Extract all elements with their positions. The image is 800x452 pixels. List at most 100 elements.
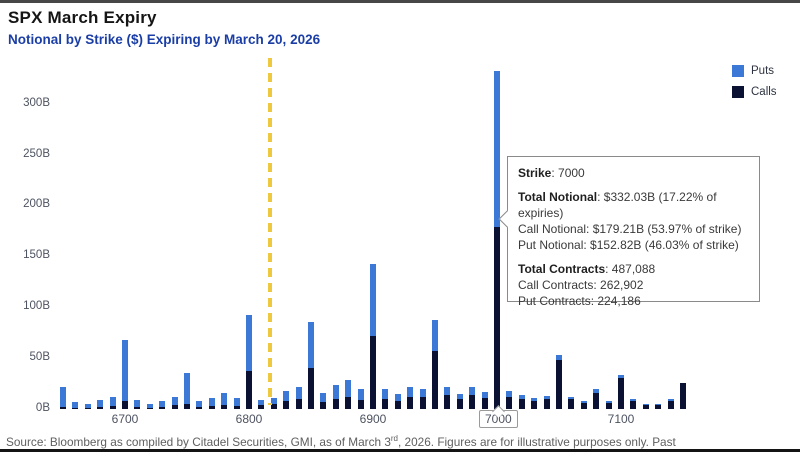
call-bar-6990[interactable] — [481, 397, 488, 409]
call-bar-7020[interactable] — [518, 398, 525, 409]
put-bar-6820[interactable] — [270, 397, 277, 404]
call-bar-6980[interactable] — [469, 394, 476, 409]
call-bar-6700[interactable] — [122, 400, 128, 409]
call-bar-6800[interactable] — [246, 371, 252, 409]
put-bar-6920[interactable] — [394, 393, 401, 401]
put-bar-7070[interactable] — [580, 400, 587, 403]
put-bar-7020[interactable] — [518, 394, 525, 399]
call-bar-6730[interactable] — [159, 406, 166, 409]
call-bar-7100[interactable] — [618, 378, 624, 409]
put-bar-7000[interactable] — [494, 71, 500, 227]
call-bar-7140[interactable] — [667, 400, 674, 409]
call-bar-6830[interactable] — [283, 400, 290, 409]
call-bar-7120[interactable] — [642, 404, 649, 409]
put-bar-7090[interactable] — [605, 400, 612, 403]
put-bar-6680[interactable] — [97, 399, 104, 407]
call-bar-7040[interactable] — [543, 398, 550, 409]
put-bar-6720[interactable] — [146, 403, 153, 408]
call-bar-6940[interactable] — [419, 396, 426, 409]
put-bar-6860[interactable] — [320, 392, 327, 402]
put-bar-6840[interactable] — [295, 386, 302, 399]
call-bar-6910[interactable] — [382, 398, 389, 409]
call-bar-6860[interactable] — [320, 401, 327, 409]
put-bar-6740[interactable] — [171, 396, 178, 405]
call-bar-6770[interactable] — [208, 405, 215, 409]
call-bar-7060[interactable] — [568, 398, 575, 409]
put-bar-6830[interactable] — [283, 390, 290, 401]
call-bar-6690[interactable] — [109, 405, 116, 409]
call-bar-7010[interactable] — [506, 396, 513, 409]
put-bar-6960[interactable] — [444, 386, 451, 395]
put-bar-6780[interactable] — [221, 392, 228, 405]
put-bar-6770[interactable] — [208, 397, 215, 406]
put-bar-6800[interactable] — [246, 315, 252, 372]
call-bar-7070[interactable] — [580, 402, 587, 409]
call-bar-7030[interactable] — [531, 400, 538, 409]
put-bar-6980[interactable] — [469, 386, 476, 395]
call-bar-6790[interactable] — [233, 405, 240, 409]
put-bar-6930[interactable] — [407, 386, 414, 397]
call-bar-6720[interactable] — [146, 407, 153, 409]
put-bar-6750[interactable] — [184, 373, 190, 404]
call-bar-7110[interactable] — [630, 400, 637, 409]
put-bar-6790[interactable] — [233, 397, 240, 406]
put-bar-6690[interactable] — [109, 396, 116, 406]
put-bar-6730[interactable] — [159, 400, 166, 407]
put-bar-6660[interactable] — [72, 401, 79, 408]
call-bar-6710[interactable] — [134, 406, 141, 409]
call-bar-6750[interactable] — [184, 403, 190, 409]
put-bar-6940[interactable] — [419, 388, 426, 397]
put-bar-7010[interactable] — [506, 390, 513, 397]
put-bar-7060[interactable] — [568, 396, 575, 399]
put-bar-6950[interactable] — [432, 320, 438, 351]
call-bar-7150[interactable] — [680, 382, 686, 409]
call-bar-6650[interactable] — [60, 406, 66, 409]
put-bar-7130[interactable] — [655, 403, 662, 405]
put-bar-6900[interactable] — [370, 264, 376, 336]
put-bar-6710[interactable] — [134, 399, 141, 407]
call-bar-6850[interactable] — [308, 368, 314, 409]
put-bar-7110[interactable] — [630, 398, 637, 401]
call-bar-7080[interactable] — [593, 392, 600, 409]
put-bar-7040[interactable] — [543, 395, 550, 399]
put-bar-6760[interactable] — [196, 400, 203, 407]
call-bar-6820[interactable] — [270, 403, 277, 409]
put-bar-6910[interactable] — [382, 388, 389, 399]
put-bar-7120[interactable] — [642, 403, 649, 405]
put-bar-7030[interactable] — [531, 397, 538, 401]
put-bar-7050[interactable] — [556, 355, 562, 361]
call-bar-6930[interactable] — [407, 396, 414, 409]
call-bar-7000[interactable] — [494, 226, 500, 409]
put-bar-7080[interactable] — [593, 388, 600, 393]
put-bar-6970[interactable] — [456, 393, 463, 399]
call-bar-6960[interactable] — [444, 394, 451, 409]
call-bar-6810[interactable] — [258, 404, 265, 409]
call-bar-7130[interactable] — [655, 404, 662, 409]
call-bar-6920[interactable] — [394, 400, 401, 409]
call-bar-6660[interactable] — [72, 407, 79, 409]
call-bar-6670[interactable] — [84, 407, 91, 409]
call-bar-6890[interactable] — [357, 399, 364, 409]
put-bar-6650[interactable] — [60, 386, 66, 407]
call-bar-7050[interactable] — [556, 360, 562, 409]
put-bar-6700[interactable] — [122, 339, 128, 401]
call-bar-6840[interactable] — [295, 398, 302, 409]
call-bar-6950[interactable] — [432, 350, 438, 409]
call-bar-6760[interactable] — [196, 406, 203, 409]
put-bar-6880[interactable] — [345, 380, 352, 397]
call-bar-6780[interactable] — [221, 404, 228, 409]
put-bar-6810[interactable] — [258, 399, 265, 405]
put-bar-6890[interactable] — [357, 388, 364, 400]
put-bar-6870[interactable] — [332, 384, 339, 399]
call-bar-7090[interactable] — [605, 402, 612, 409]
call-bar-6970[interactable] — [456, 398, 463, 409]
call-bar-6880[interactable] — [345, 396, 352, 409]
put-bar-7140[interactable] — [667, 398, 674, 401]
put-bar-6850[interactable] — [308, 322, 314, 369]
put-bar-6670[interactable] — [84, 403, 91, 408]
put-bar-6990[interactable] — [481, 391, 488, 398]
call-bar-6870[interactable] — [332, 398, 339, 409]
call-bar-6740[interactable] — [171, 404, 178, 409]
call-bar-6900[interactable] — [370, 335, 376, 409]
call-bar-6680[interactable] — [97, 406, 104, 409]
